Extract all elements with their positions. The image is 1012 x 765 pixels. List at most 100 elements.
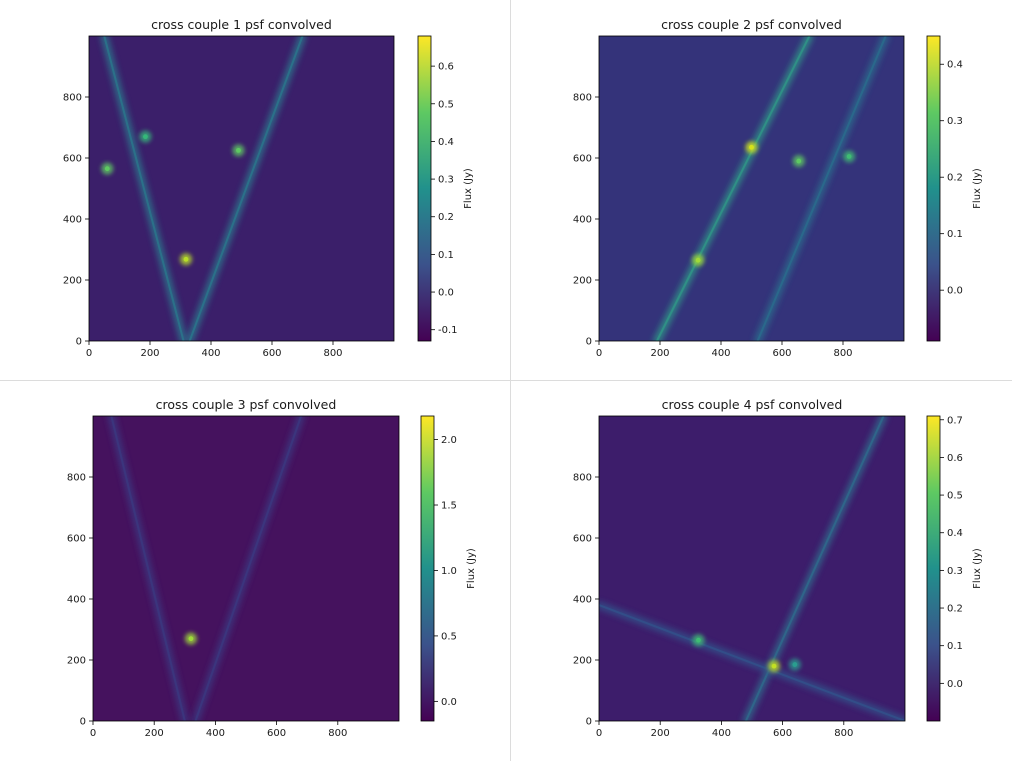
x-tick-label: 800 [323, 348, 342, 359]
x-tick-label: 400 [206, 728, 225, 739]
colorbar-tick-label: 0.0 [947, 286, 963, 297]
y-tick-label: 600 [573, 534, 592, 545]
x-tick-label: 600 [267, 728, 286, 739]
colorbar-tick-label: 0.3 [947, 116, 963, 127]
streak-core [599, 604, 905, 721]
y-tick-label: 0 [586, 337, 592, 348]
y-tick-label: 200 [573, 276, 592, 287]
colorbar-label: Flux (Jy) [463, 168, 474, 209]
x-tick-label: 800 [833, 348, 852, 359]
x-tick-label: 600 [772, 348, 791, 359]
colorbar-tick-label: -0.1 [438, 325, 458, 336]
y-tick-label: 0 [80, 717, 86, 728]
grid-divider-horizontal [0, 380, 1012, 381]
colorbar-tick-label: 0.2 [438, 212, 454, 223]
streak-core [188, 36, 304, 341]
x-tick-label: 400 [711, 348, 730, 359]
colorbar-tick-label: 0.4 [947, 60, 963, 71]
x-tick-label: 0 [90, 728, 96, 739]
colorbar [420, 415, 435, 722]
y-tick-label: 400 [573, 595, 592, 606]
peak-point [771, 663, 777, 669]
peak-point [183, 256, 189, 262]
chart-title: cross couple 1 psf convolved [151, 17, 332, 32]
heatmap-image [93, 416, 399, 721]
colorbar-tick-label: 0.3 [438, 175, 454, 186]
y-tick-label: 400 [573, 215, 592, 226]
colorbar-tick-label: 0.3 [947, 566, 963, 577]
peak-point [143, 134, 148, 140]
colorbar-tick-label: 0.2 [947, 604, 963, 615]
x-tick-label: 200 [140, 348, 159, 359]
plot-frame [598, 35, 905, 342]
colorbar-tick-label: 0.0 [947, 679, 963, 690]
streak-core [103, 36, 185, 341]
y-tick-label: 0 [76, 337, 82, 348]
peak-point [104, 166, 110, 172]
x-tick-label: 0 [596, 728, 602, 739]
y-tick-label: 200 [573, 656, 592, 667]
y-tick-label: 800 [67, 473, 86, 484]
chart-svg-3: cross couple 3 psf convolved 0 200 400 600 80… [67, 397, 477, 739]
y-tick-label: 800 [63, 93, 82, 104]
x-tick-label: 800 [834, 728, 853, 739]
colorbar-tick-label: 0.4 [947, 528, 963, 539]
chart-panel-1: cross couple 1 psf convolved 0 200 400 600 80… [0, 0, 510, 380]
colorbar-tick-label: 1.5 [441, 501, 457, 512]
y-tick-label: 200 [63, 276, 82, 287]
peak-point [695, 257, 701, 263]
colorbar-tick-label: 0.0 [438, 288, 454, 299]
chart-panel-2: cross couple 2 psf convolved 0 200 400 600 80… [511, 0, 1012, 380]
colorbar-label: Flux (Jy) [466, 548, 477, 589]
heatmap-image [599, 36, 904, 341]
peak-point [188, 636, 194, 642]
colorbar-tick-label: 2.0 [441, 435, 457, 446]
plot-frame [88, 35, 395, 342]
y-tick-label: 400 [67, 595, 86, 606]
x-tick-label: 600 [262, 348, 281, 359]
chart-svg-4: cross couple 4 psf convolved 0 200 400 600 80… [573, 397, 983, 739]
colorbar-tick-label: 0.1 [438, 250, 454, 261]
peak-point [792, 662, 798, 667]
x-tick-label: 400 [201, 348, 220, 359]
heatmap-background [89, 36, 394, 341]
y-tick-label: 800 [573, 93, 592, 104]
colorbar-tick-label: 0.6 [438, 62, 454, 73]
colorbar-tick-label: 0.5 [441, 631, 457, 642]
colorbar-label: Flux (Jy) [972, 168, 983, 209]
heatmap-image [89, 36, 394, 341]
streak-core [756, 36, 887, 341]
x-tick-label: 600 [773, 728, 792, 739]
x-tick-label: 0 [596, 348, 602, 359]
colorbar [926, 35, 941, 342]
peak-point [749, 144, 754, 150]
chart-title: cross couple 4 psf convolved [662, 397, 843, 412]
colorbar-tick-label: 0.7 [947, 415, 963, 426]
colorbar-tick-label: 0.1 [947, 641, 963, 652]
plot-frame [598, 415, 906, 722]
x-tick-label: 200 [650, 348, 669, 359]
colorbar-tick-label: 0.6 [947, 453, 963, 464]
chart-svg-1: cross couple 1 psf convolved 0 200 400 600 80… [63, 17, 474, 359]
chart-title: cross couple 3 psf convolved [156, 397, 337, 412]
colorbar-tick-label: 1.0 [441, 566, 457, 577]
heatmap-image [599, 416, 905, 721]
y-tick-label: 200 [67, 656, 86, 667]
x-tick-label: 200 [145, 728, 164, 739]
chart-title: cross couple 2 psf convolved [661, 17, 842, 32]
chart-svg-2: cross couple 2 psf convolved 0 200 400 600 80… [573, 17, 983, 359]
colorbar-tick-label: 0.2 [947, 173, 963, 184]
plot-frame [92, 415, 400, 722]
colorbar-tick-label: 0.0 [441, 697, 457, 708]
colorbar [926, 415, 941, 722]
heatmap-background [599, 416, 905, 721]
x-tick-label: 800 [328, 728, 347, 739]
colorbar-tick-label: 0.5 [438, 99, 454, 110]
streak-core [656, 36, 811, 341]
y-tick-label: 400 [63, 215, 82, 226]
colorbar-label: Flux (Jy) [972, 548, 983, 589]
heatmap-background [599, 36, 904, 341]
y-tick-label: 800 [573, 473, 592, 484]
colorbar [417, 35, 432, 342]
streak-core [194, 416, 303, 721]
